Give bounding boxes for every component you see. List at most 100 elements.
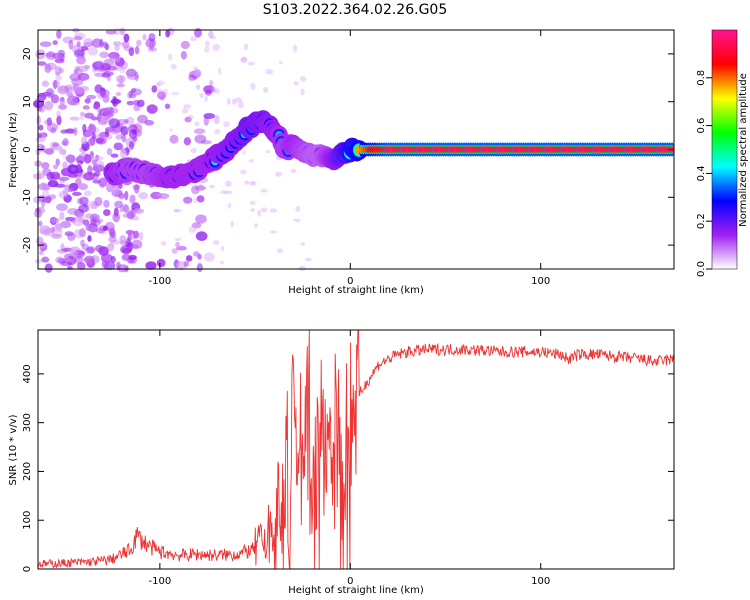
noise-speck <box>133 208 144 214</box>
spectrogram-y-tick-label: -20 <box>22 237 33 253</box>
noise-speck <box>230 220 234 228</box>
noise-speck <box>293 218 301 222</box>
noise-speck <box>197 253 202 260</box>
noise-speck <box>111 185 120 194</box>
noise-speck <box>115 74 126 84</box>
spectrogram-x-tick-label: -100 <box>149 276 172 287</box>
noise-speck <box>103 199 110 208</box>
noise-speck <box>44 63 52 73</box>
noise-speck <box>213 88 220 94</box>
noise-speck <box>106 148 113 156</box>
noise-speck <box>169 128 173 132</box>
noise-speck <box>107 243 115 252</box>
noise-speck <box>83 190 92 197</box>
noise-speck <box>42 196 52 204</box>
noise-speck <box>128 255 137 260</box>
figure-title: S103.2022.364.02.26.G05 <box>263 2 448 18</box>
noise-speck <box>145 261 157 270</box>
noise-speck <box>251 180 255 184</box>
noise-speck <box>128 141 135 150</box>
noise-speck <box>305 257 312 262</box>
noise-speck <box>133 230 140 239</box>
snr-x-tick-label: 0 <box>347 576 353 587</box>
snr-ticks: -100 0 100 0 100 200 300 400 <box>22 330 674 587</box>
noise-speck <box>83 153 92 164</box>
noise-speck <box>52 79 60 88</box>
noise-speck <box>148 33 156 42</box>
noise-speck <box>44 148 55 155</box>
noise-speck <box>86 245 95 254</box>
noise-speck <box>50 94 60 104</box>
noise-speck <box>120 148 127 159</box>
noise-speck <box>142 33 147 41</box>
noise-speck <box>111 97 119 108</box>
noise-speck <box>300 76 307 82</box>
noise-speck <box>204 95 208 103</box>
noise-speck <box>73 49 85 58</box>
noise-speck <box>183 104 192 109</box>
noise-speck <box>85 223 92 232</box>
noise-speck <box>209 35 217 40</box>
noise-speck <box>73 68 79 75</box>
noise-speck <box>205 40 210 48</box>
noise-speck <box>96 60 105 71</box>
noise-speck <box>118 76 124 84</box>
noise-speck <box>126 100 135 106</box>
noise-speck <box>220 190 228 194</box>
noise-speck <box>114 44 120 51</box>
noise-speck <box>243 43 249 51</box>
noise-speck <box>105 29 117 35</box>
noise-speck <box>123 33 130 43</box>
noise-speck <box>73 87 85 95</box>
noise-speck <box>53 164 59 170</box>
noise-speck <box>35 96 45 104</box>
noise-speck <box>182 40 190 47</box>
snr-y-tick-label: 300 <box>22 413 33 432</box>
noise-speck <box>95 218 104 223</box>
noise-speck <box>203 112 215 120</box>
noise-speck <box>257 209 262 217</box>
noise-speck <box>87 47 99 56</box>
noise-speck <box>56 110 61 118</box>
noise-speck <box>146 104 158 114</box>
noise-speck <box>165 29 171 38</box>
noise-speck <box>85 247 95 254</box>
noise-speck <box>130 88 142 96</box>
noise-speck <box>108 118 121 128</box>
snr-y-tick-label: 0 <box>22 566 33 572</box>
noise-speck <box>104 126 116 132</box>
noise-speck <box>120 61 128 70</box>
noise-speck <box>78 183 88 190</box>
noise-speck <box>115 134 123 140</box>
noise-speck <box>56 115 62 126</box>
snr-series-group <box>37 329 675 570</box>
noise-speck <box>124 240 133 247</box>
noise-speck <box>114 200 124 209</box>
noise-speck <box>68 39 74 50</box>
noise-speck <box>211 86 217 94</box>
noise-speck <box>73 127 78 136</box>
noise-speck <box>136 99 145 108</box>
noise-speck <box>114 57 125 67</box>
noise-speck <box>120 245 132 255</box>
noise-speck <box>110 256 116 264</box>
noise-speck <box>190 36 197 42</box>
noise-speck <box>70 166 77 172</box>
noise-speck <box>197 184 205 191</box>
noise-speck <box>76 41 81 47</box>
noise-speck <box>59 211 65 221</box>
noise-speck <box>253 223 259 228</box>
noise-speck <box>128 244 139 249</box>
noise-speck <box>240 169 247 175</box>
snr-x-label: Height of straight line (km) <box>288 585 424 596</box>
noise-speck <box>220 246 225 252</box>
noise-speck <box>214 128 221 135</box>
noise-speck <box>87 137 96 146</box>
colorbar-ticks: 0.0 0.2 0.4 0.6 0.8 <box>696 70 712 277</box>
noise-speck <box>46 117 53 126</box>
noise-speck <box>224 190 233 195</box>
noise-speck <box>113 142 124 151</box>
noise-speck <box>87 235 92 242</box>
noise-speck <box>69 116 80 121</box>
spectrogram-x-label: Height of straight line (km) <box>288 285 424 296</box>
